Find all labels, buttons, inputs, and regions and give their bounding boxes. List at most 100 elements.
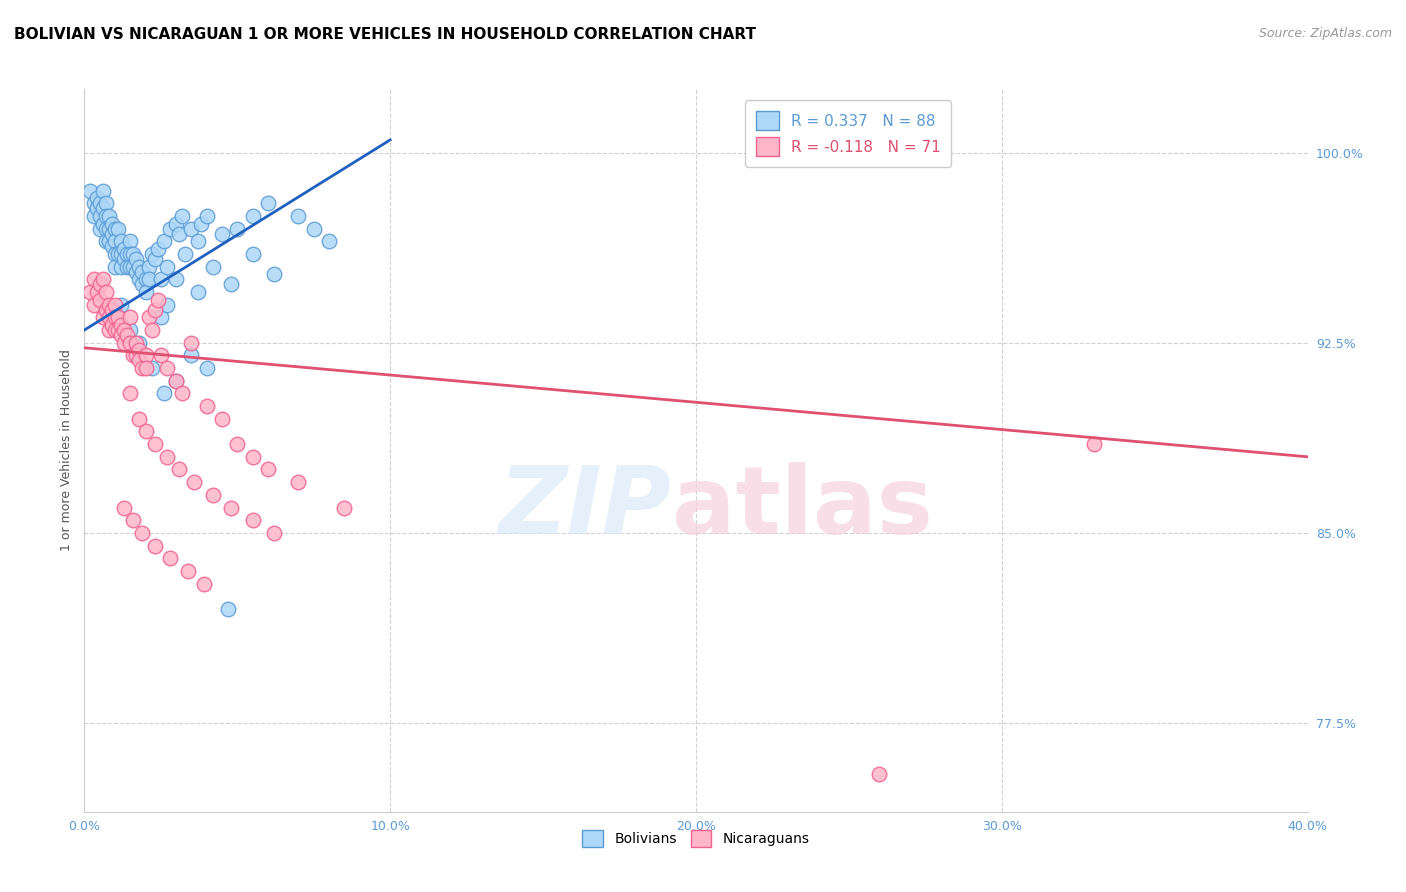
Point <box>128 335 150 350</box>
Point <box>131 265 153 279</box>
Point <box>91 272 114 286</box>
Point <box>120 247 142 261</box>
Point <box>122 260 145 274</box>
Point <box>97 323 120 337</box>
Point <box>120 386 142 401</box>
Point <box>110 235 132 249</box>
Point <box>333 500 356 515</box>
Point <box>122 513 145 527</box>
Point <box>91 310 114 325</box>
Point <box>211 411 233 425</box>
Point <box>115 260 138 274</box>
Point <box>104 235 127 249</box>
Point <box>97 235 120 249</box>
Point <box>159 551 181 566</box>
Point <box>128 260 150 274</box>
Point <box>180 348 202 362</box>
Point <box>149 310 172 325</box>
Point <box>128 411 150 425</box>
Point <box>131 361 153 376</box>
Point <box>107 221 129 235</box>
Point <box>211 227 233 241</box>
Point <box>143 302 166 317</box>
Point <box>91 184 114 198</box>
Point <box>135 285 157 299</box>
Point <box>159 221 181 235</box>
Point <box>195 399 218 413</box>
Point <box>287 209 309 223</box>
Point <box>190 217 212 231</box>
Point <box>128 272 150 286</box>
Point <box>167 462 190 476</box>
Point <box>869 766 891 780</box>
Point <box>149 272 172 286</box>
Point <box>138 310 160 325</box>
Point <box>219 277 242 292</box>
Point <box>165 374 187 388</box>
Point <box>125 335 148 350</box>
Point <box>107 310 129 325</box>
Y-axis label: 1 or more Vehicles in Household: 1 or more Vehicles in Household <box>60 350 73 551</box>
Point <box>156 298 179 312</box>
Point <box>263 525 285 540</box>
Point <box>91 217 114 231</box>
Point <box>104 310 127 325</box>
Point <box>195 361 218 376</box>
Point <box>302 221 325 235</box>
Point <box>79 184 101 198</box>
Point <box>186 235 208 249</box>
Point <box>131 525 153 540</box>
Point <box>107 323 129 337</box>
Point <box>120 323 142 337</box>
Point <box>79 285 101 299</box>
Point <box>146 293 169 307</box>
Point <box>165 272 187 286</box>
Point <box>97 221 120 235</box>
Point <box>226 221 249 235</box>
Point <box>128 353 150 368</box>
Point <box>257 462 280 476</box>
Point <box>94 209 117 223</box>
Point <box>86 191 108 205</box>
Point <box>101 318 124 332</box>
Point <box>143 252 166 266</box>
Point <box>156 361 179 376</box>
Point <box>110 247 132 261</box>
Point <box>138 272 160 286</box>
Point <box>122 348 145 362</box>
Point <box>135 361 157 376</box>
Point <box>146 242 169 256</box>
Point <box>128 343 150 358</box>
Point <box>89 196 111 211</box>
Point <box>180 335 202 350</box>
Point <box>226 437 249 451</box>
Point <box>83 196 105 211</box>
Point <box>89 277 111 292</box>
Point <box>83 298 105 312</box>
Point <box>172 386 194 401</box>
Point <box>135 425 157 439</box>
Point <box>110 328 132 343</box>
Point <box>110 298 132 312</box>
Point <box>120 235 142 249</box>
Legend: Bolivians, Nicaraguans: Bolivians, Nicaraguans <box>574 822 818 855</box>
Point <box>193 576 215 591</box>
Point <box>112 500 135 515</box>
Point <box>86 202 108 216</box>
Point <box>104 323 127 337</box>
Point <box>143 539 166 553</box>
Point <box>167 227 190 241</box>
Point <box>195 209 218 223</box>
Point <box>180 221 202 235</box>
Text: Source: ZipAtlas.com: Source: ZipAtlas.com <box>1258 27 1392 40</box>
Point <box>115 247 138 261</box>
Point <box>1083 437 1105 451</box>
Point <box>257 196 280 211</box>
Point <box>97 209 120 223</box>
Point <box>125 252 148 266</box>
Point <box>242 450 264 464</box>
Point <box>287 475 309 490</box>
Point <box>101 302 124 317</box>
Point <box>138 260 160 274</box>
Point <box>172 209 194 223</box>
